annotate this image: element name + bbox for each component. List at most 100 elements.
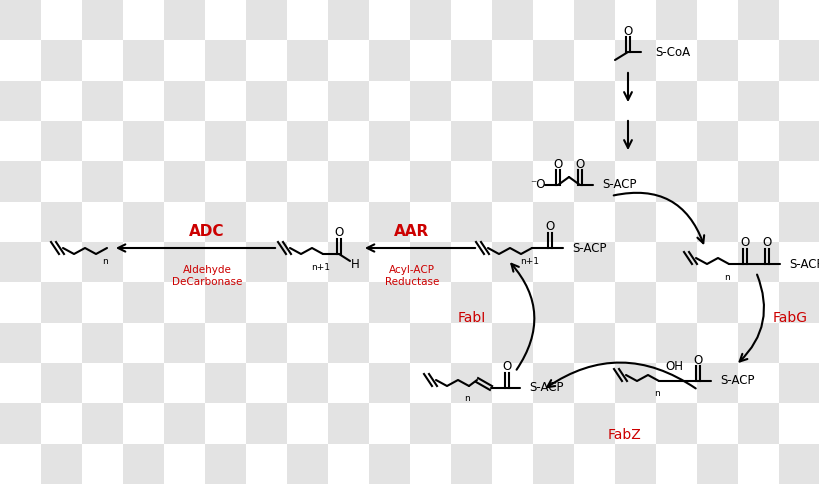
Text: n: n <box>102 257 108 266</box>
Bar <box>737 81 778 121</box>
Bar <box>737 323 778 363</box>
Bar <box>0 242 41 282</box>
Bar <box>696 282 737 323</box>
Bar <box>696 40 737 81</box>
Bar <box>450 202 491 242</box>
Bar <box>328 81 369 121</box>
Bar <box>246 242 287 282</box>
Bar <box>696 121 737 161</box>
Text: O: O <box>762 237 771 249</box>
Bar <box>287 40 328 81</box>
Bar <box>778 121 819 161</box>
Bar <box>369 282 410 323</box>
Bar <box>205 444 246 484</box>
Bar <box>0 403 41 444</box>
Bar <box>123 40 164 81</box>
Text: n+1: n+1 <box>520 257 539 266</box>
Bar <box>164 242 205 282</box>
Bar <box>0 323 41 363</box>
Bar <box>491 403 532 444</box>
Bar <box>614 121 655 161</box>
Bar <box>205 121 246 161</box>
Bar <box>0 81 41 121</box>
Text: S-ACP: S-ACP <box>572 242 606 255</box>
Bar <box>287 202 328 242</box>
Text: ADC: ADC <box>189 225 224 240</box>
Bar <box>655 323 696 363</box>
Text: O: O <box>502 361 511 374</box>
Bar <box>778 40 819 81</box>
Bar <box>328 161 369 202</box>
Text: S-CoA: S-CoA <box>654 45 690 59</box>
Bar <box>614 363 655 403</box>
Bar <box>205 282 246 323</box>
Bar <box>737 0 778 40</box>
Bar <box>369 40 410 81</box>
Bar <box>164 323 205 363</box>
Bar <box>737 161 778 202</box>
Bar <box>450 40 491 81</box>
Bar <box>205 40 246 81</box>
Text: n: n <box>464 394 469 404</box>
Bar <box>287 444 328 484</box>
Bar <box>82 323 123 363</box>
Bar <box>41 444 82 484</box>
Bar <box>123 363 164 403</box>
Bar <box>532 363 573 403</box>
Bar <box>491 0 532 40</box>
Bar <box>655 403 696 444</box>
Text: n: n <box>723 272 729 282</box>
Bar <box>491 323 532 363</box>
Bar <box>410 0 450 40</box>
Text: O: O <box>334 227 343 240</box>
Bar <box>450 444 491 484</box>
Bar <box>287 363 328 403</box>
Bar <box>573 403 614 444</box>
Bar <box>696 363 737 403</box>
Text: FabZ: FabZ <box>608 428 641 442</box>
Bar <box>410 161 450 202</box>
Text: O: O <box>622 25 631 37</box>
Bar <box>164 0 205 40</box>
Bar <box>246 403 287 444</box>
Text: S-ACP: S-ACP <box>528 381 563 394</box>
Bar <box>41 282 82 323</box>
Bar <box>369 363 410 403</box>
Bar <box>82 0 123 40</box>
Bar <box>573 323 614 363</box>
Text: Acyl-ACP
Reductase: Acyl-ACP Reductase <box>384 265 439 287</box>
Text: S-ACP: S-ACP <box>719 375 753 388</box>
Bar <box>41 363 82 403</box>
Bar <box>246 323 287 363</box>
Text: OH: OH <box>664 361 682 374</box>
Bar <box>287 282 328 323</box>
Bar <box>205 363 246 403</box>
Bar <box>164 403 205 444</box>
Text: n+1: n+1 <box>311 262 330 272</box>
Bar <box>491 81 532 121</box>
Bar <box>614 40 655 81</box>
Text: O: O <box>693 353 702 366</box>
Bar <box>82 242 123 282</box>
Bar <box>696 202 737 242</box>
Bar <box>573 242 614 282</box>
Bar <box>82 403 123 444</box>
Bar <box>614 202 655 242</box>
Bar <box>737 403 778 444</box>
Bar <box>655 161 696 202</box>
Bar <box>123 202 164 242</box>
Bar <box>491 242 532 282</box>
Text: S-ACP: S-ACP <box>601 179 636 192</box>
Bar <box>369 121 410 161</box>
Bar <box>410 242 450 282</box>
Bar <box>41 121 82 161</box>
Bar <box>123 282 164 323</box>
Bar <box>246 0 287 40</box>
Bar <box>410 323 450 363</box>
Bar <box>369 202 410 242</box>
Bar <box>450 121 491 161</box>
Bar <box>450 282 491 323</box>
Bar <box>0 0 41 40</box>
Bar <box>328 242 369 282</box>
Text: ⁻O: ⁻O <box>530 179 545 192</box>
